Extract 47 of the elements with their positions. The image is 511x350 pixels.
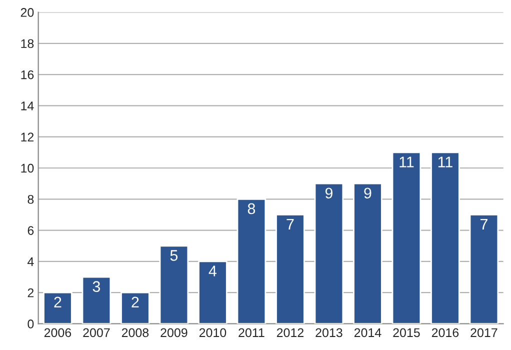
bar [276, 214, 305, 324]
data-label: 11 [400, 156, 414, 168]
data-label: 7 [480, 219, 488, 230]
bar [159, 245, 189, 324]
data-label: 8 [248, 203, 256, 214]
bar [353, 182, 382, 324]
y-tick-label: 20 [20, 8, 34, 17]
y-tick-label: 6 [28, 226, 34, 235]
x-tick-label: 2008 [122, 328, 149, 338]
x-tick-label: 2017 [470, 328, 498, 338]
x-tick-label: 2011 [238, 328, 264, 338]
data-label: 9 [364, 188, 372, 199]
y-tick-label: 16 [21, 70, 34, 80]
x-tick-label: 2015 [393, 328, 420, 338]
bar [430, 152, 460, 324]
bar [314, 182, 344, 324]
bar [236, 198, 266, 324]
data-label: 4 [208, 266, 217, 276]
y-tick-label: 4 [27, 257, 34, 266]
data-label: 3 [92, 281, 100, 292]
data-label: 7 [286, 219, 294, 230]
x-tick-label: 2016 [432, 328, 459, 338]
y-tick-label: 14 [21, 102, 34, 110]
bar [82, 276, 112, 324]
data-label: 2 [132, 296, 139, 308]
data-label: 2 [54, 296, 62, 308]
bar [392, 152, 422, 324]
bar [198, 260, 228, 324]
data-label: 5 [170, 250, 178, 261]
data-label: 9 [325, 188, 332, 199]
y-tick-label: 2 [28, 288, 34, 298]
x-tick-label: 2007 [83, 328, 110, 338]
y-tick-label: 10 [21, 164, 34, 173]
bar [469, 214, 499, 324]
bar [43, 292, 72, 324]
x-tick-label: 2012 [276, 328, 304, 338]
x-tick-label: 2010 [199, 328, 226, 338]
y-tick-label: 0 [28, 320, 34, 328]
data-label: 11 [438, 156, 452, 168]
bar [120, 292, 150, 324]
y-tick-label: 18 [21, 39, 34, 48]
y-tick-label: 12 [21, 132, 34, 142]
y-tick-label: 8 [28, 194, 34, 204]
x-tick-label: 2009 [160, 328, 188, 338]
x-tick-label: 2014 [354, 328, 382, 338]
x-tick-label: 2006 [44, 328, 72, 338]
x-tick-label: 2013 [316, 328, 342, 338]
